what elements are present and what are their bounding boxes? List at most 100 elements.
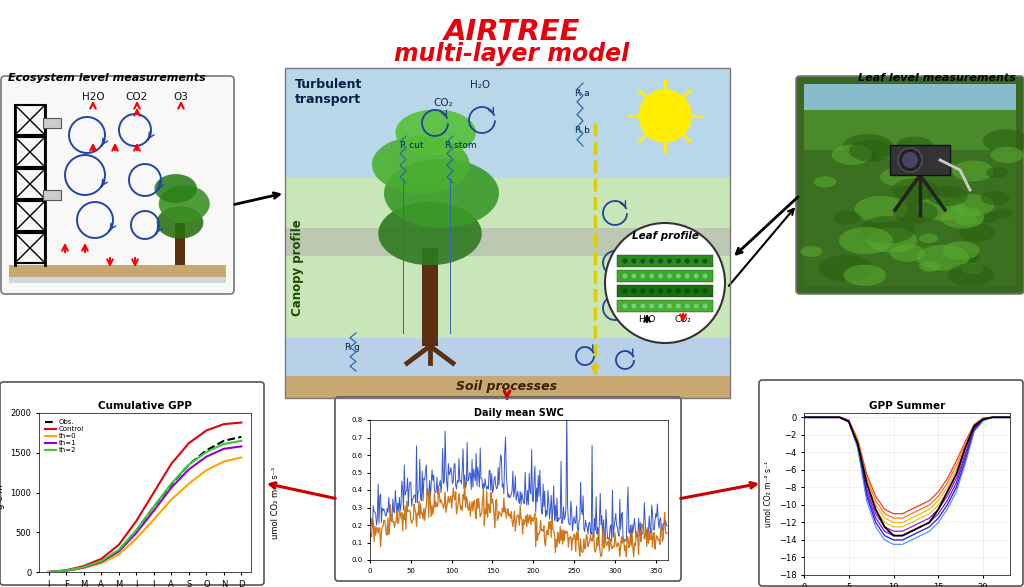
Control	[78, 562, 90, 569]
Ellipse shape	[920, 234, 938, 243]
Text: CO₂: CO₂	[433, 98, 453, 108]
Circle shape	[649, 274, 654, 278]
Text: Turbulent
transport: Turbulent transport	[295, 78, 362, 106]
th=0	[165, 496, 177, 503]
Bar	[285, 376, 730, 398]
Circle shape	[676, 303, 681, 309]
th=2	[182, 461, 195, 468]
th=1	[113, 548, 125, 555]
Bar	[617, 300, 713, 312]
Text: H₂O: H₂O	[638, 315, 655, 324]
Y-axis label: g C m⁻²: g C m⁻²	[0, 477, 5, 508]
Circle shape	[658, 258, 664, 264]
Ellipse shape	[951, 194, 994, 216]
th=1	[60, 567, 73, 574]
th=1	[236, 443, 248, 450]
Circle shape	[605, 223, 725, 343]
th=2	[218, 440, 230, 447]
th=2	[200, 448, 212, 456]
Ellipse shape	[892, 178, 938, 201]
Text: H₂O: H₂O	[470, 80, 490, 90]
Ellipse shape	[159, 185, 210, 222]
Bar	[15, 201, 45, 231]
Ellipse shape	[942, 241, 980, 260]
Bar	[15, 169, 45, 199]
Obs.	[42, 568, 54, 575]
Text: CO₂: CO₂	[675, 315, 691, 324]
Circle shape	[623, 258, 628, 264]
Bar	[175, 222, 185, 265]
Ellipse shape	[952, 161, 994, 181]
Ellipse shape	[962, 263, 984, 274]
Text: O3: O3	[173, 92, 188, 102]
th=2	[42, 568, 54, 575]
Control	[60, 566, 73, 573]
Obs.	[200, 447, 212, 454]
Ellipse shape	[890, 244, 925, 262]
Ellipse shape	[986, 167, 1009, 178]
Circle shape	[623, 288, 628, 294]
Ellipse shape	[941, 207, 984, 228]
Ellipse shape	[819, 255, 872, 282]
Ellipse shape	[920, 162, 948, 176]
Bar	[285, 68, 730, 398]
Control	[147, 489, 160, 496]
Bar	[804, 150, 1016, 286]
Circle shape	[676, 274, 681, 278]
Circle shape	[898, 148, 922, 172]
Ellipse shape	[878, 148, 899, 159]
Ellipse shape	[976, 212, 998, 223]
Circle shape	[676, 288, 681, 294]
Ellipse shape	[155, 174, 197, 203]
Circle shape	[649, 288, 654, 294]
Ellipse shape	[157, 207, 204, 239]
Ellipse shape	[991, 147, 1023, 163]
Bar	[890, 145, 950, 175]
Control	[95, 555, 108, 562]
FancyBboxPatch shape	[759, 380, 1023, 586]
FancyBboxPatch shape	[0, 382, 264, 585]
Obs.	[60, 567, 73, 574]
FancyBboxPatch shape	[796, 76, 1024, 294]
Bar	[422, 248, 438, 346]
Line: Obs.: Obs.	[48, 437, 242, 572]
th=1	[147, 507, 160, 514]
Text: R cut: R cut	[400, 141, 424, 150]
Bar	[285, 68, 730, 178]
Circle shape	[685, 258, 690, 264]
Bar	[804, 84, 1016, 154]
Bar	[617, 270, 713, 282]
Ellipse shape	[860, 216, 915, 244]
Circle shape	[658, 288, 664, 294]
th=1	[130, 529, 142, 537]
Ellipse shape	[958, 224, 995, 242]
Circle shape	[632, 288, 636, 294]
Bar	[285, 228, 730, 256]
th=0	[130, 535, 142, 542]
Text: H2O: H2O	[82, 92, 104, 102]
Obs.	[78, 564, 90, 571]
Obs.	[182, 461, 195, 468]
Circle shape	[649, 258, 654, 264]
th=0	[218, 458, 230, 465]
th=1	[95, 558, 108, 565]
Ellipse shape	[854, 196, 907, 222]
Control	[182, 440, 195, 447]
Control	[236, 419, 248, 426]
Circle shape	[667, 274, 672, 278]
th=2	[60, 567, 73, 574]
Bar	[285, 178, 730, 338]
th=0	[95, 560, 108, 567]
Text: R g: R g	[345, 343, 359, 352]
Bar	[9, 265, 226, 277]
Circle shape	[632, 258, 636, 264]
Ellipse shape	[948, 263, 994, 286]
Obs.	[165, 481, 177, 488]
Obs.	[236, 433, 248, 440]
Circle shape	[685, 288, 690, 294]
Line: th=0: th=0	[48, 457, 242, 572]
Text: R a: R a	[575, 89, 590, 98]
th=2	[95, 558, 108, 565]
Line: Control: Control	[48, 423, 242, 572]
Ellipse shape	[983, 129, 1024, 153]
